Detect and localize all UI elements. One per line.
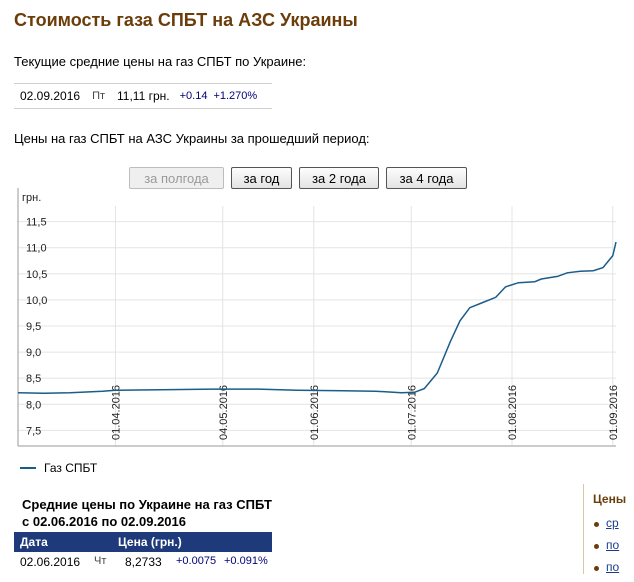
current-change: +0.14: [179, 90, 208, 102]
side-panel: Цены ср по по: [583, 484, 634, 574]
x-tick-label: 01.06.2016: [309, 385, 321, 440]
row-change: +0.0075: [176, 555, 217, 567]
y-tick-label: 10,0: [26, 295, 47, 307]
range-2-years-button[interactable]: за 2 года: [299, 167, 379, 189]
row-day: Чт: [94, 555, 107, 567]
current-price-box: 02.09.2016 Пт 11,11 грн. +0.14 +1.270%: [14, 83, 272, 109]
side-link-1[interactable]: ср: [606, 516, 619, 530]
side-panel-heading: Цены: [593, 492, 627, 506]
period-heading: Цены на газ СПБТ на АЗС Украины за проше…: [14, 131, 370, 146]
y-tick-label: 9,0: [26, 347, 41, 359]
series-line: [17, 241, 617, 395]
side-link: по: [593, 538, 620, 560]
y-tick-label: 10,5: [26, 269, 47, 281]
y-tick-label: 8,0: [26, 399, 41, 411]
range-4-years-button[interactable]: за 4 года: [386, 167, 467, 189]
chart-legend: Газ СПБТ: [20, 461, 97, 475]
side-link: по: [593, 560, 620, 582]
row-date: 02.06.2016: [20, 555, 81, 569]
current-price: 11,11 грн.: [117, 89, 170, 103]
row-change-percent: +0.091%: [224, 555, 268, 567]
page-title: Стоимость газа СПБТ на АЗС Украины: [14, 10, 358, 30]
summary-title: Средние цены по Украине на газ СПБТ с 02…: [22, 497, 272, 529]
y-tick-label: 11,5: [26, 217, 47, 229]
current-day: Пт: [92, 90, 106, 102]
side-link-3[interactable]: по: [606, 560, 620, 574]
current-prices-heading: Текущие средние цены на газ СПБТ по Укра…: [14, 54, 307, 69]
side-link-2[interactable]: по: [606, 538, 620, 552]
x-tick-label: 04.05.2016: [218, 385, 230, 440]
price-chart: 7,5 8,0 8,5 9,0 9,5 10,0 10,5 11,0 11,5 01.04.201…: [17, 188, 620, 447]
table-row: 02.06.2016 Чт 8,2733 +0.0075 +0.091%: [14, 554, 272, 570]
current-date: 02.09.2016: [20, 89, 81, 103]
legend-label: Газ СПБТ: [44, 461, 98, 475]
x-tick-label: 01.07.2016: [406, 385, 418, 440]
y-tick-label: 7,5: [26, 425, 41, 437]
y-axis-label: грн.: [22, 192, 41, 204]
summary-table-header: Дата Цена (грн.): [14, 532, 272, 552]
current-change-percent: +1.270%: [213, 90, 258, 102]
column-price: Цена (грн.): [118, 535, 182, 549]
y-tick-label: 9,5: [26, 321, 41, 333]
side-link: ср: [593, 516, 619, 538]
x-tick-label: 01.09.2016: [608, 385, 620, 440]
side-panel-links: ср по по: [593, 516, 620, 582]
range-year-button[interactable]: за год: [231, 167, 292, 189]
x-tick-label: 01.08.2016: [507, 385, 519, 440]
row-price: 8,2733: [125, 555, 162, 569]
legend-swatch: [20, 467, 36, 469]
x-tick-label: 01.04.2016: [111, 385, 123, 440]
range-half-year-button[interactable]: за полгода: [129, 167, 224, 189]
y-tick-label: 8,5: [26, 373, 41, 385]
y-tick-label: 11,0: [26, 243, 47, 255]
column-date: Дата: [20, 535, 48, 549]
